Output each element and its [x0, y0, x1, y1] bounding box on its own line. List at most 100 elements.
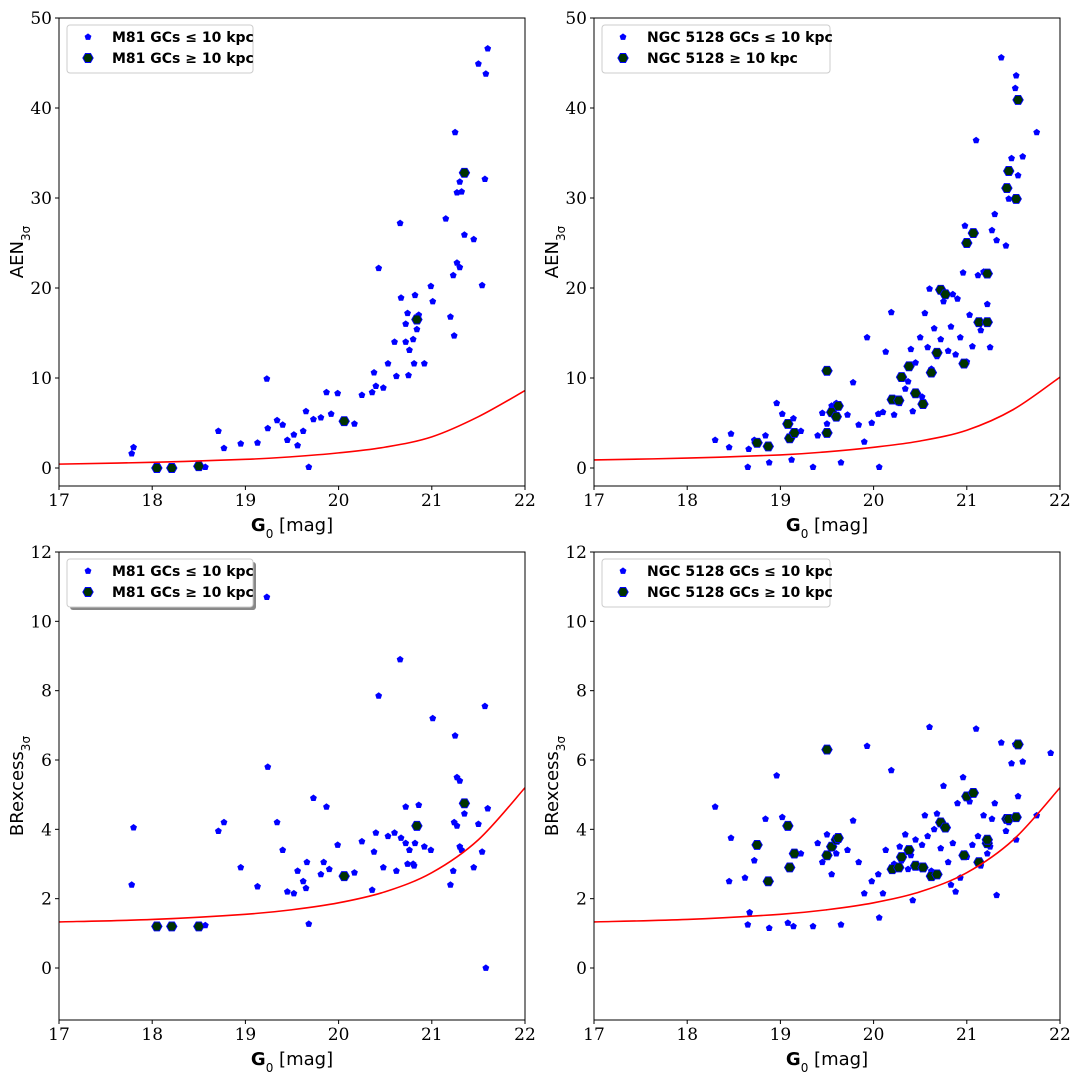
- pentagon-marker: [901, 385, 909, 392]
- pentagon-marker: [456, 263, 464, 271]
- pentagon-marker: [481, 175, 489, 183]
- pentagon-marker: [991, 210, 999, 218]
- x-tick-label: 18: [676, 491, 698, 511]
- y-axis-label: BRexcess3σ: [542, 736, 568, 837]
- pentagon-marker: [773, 399, 781, 407]
- legend-hexagon-marker: [82, 53, 94, 63]
- hexagon-marker: [821, 427, 833, 438]
- pentagon-marker: [868, 419, 876, 426]
- pentagon-marker: [1019, 153, 1027, 160]
- pentagon-marker: [484, 804, 492, 812]
- hexagon-marker: [931, 869, 943, 880]
- pentagon-marker: [128, 881, 136, 888]
- y-axis-label: AEN3σ: [7, 225, 33, 278]
- pentagon-marker: [397, 294, 405, 301]
- hexagon-marker: [784, 862, 796, 873]
- pentagon-marker: [837, 921, 845, 928]
- pentagon-marker: [370, 369, 378, 376]
- pentagon-marker: [402, 803, 410, 810]
- pentagon-marker: [325, 865, 333, 873]
- pentagon-marker: [372, 382, 380, 390]
- hexagon-marker: [1010, 812, 1022, 823]
- y-tick-label: 12: [30, 543, 52, 563]
- y-tick-label: 0: [576, 959, 587, 979]
- legend: M81 GCs ≤ 10 kpc M81 GCs ≥ 10 kpc: [66, 24, 254, 74]
- pentagon-marker: [926, 723, 933, 730]
- pentagon-marker: [762, 432, 769, 439]
- pentagon-marker: [130, 443, 137, 451]
- hexagon-marker: [961, 238, 973, 248]
- plot-area: [59, 45, 525, 473]
- series-1: [751, 739, 1024, 887]
- pentagon-marker: [351, 420, 358, 427]
- threshold-curve: [594, 376, 1060, 461]
- pentagon-marker: [1019, 758, 1027, 765]
- x-tick-label: 18: [676, 1025, 698, 1045]
- pentagon-marker: [944, 347, 952, 354]
- legend-label: M81 GCs ≤ 10 kpc: [112, 30, 254, 46]
- pentagon-marker: [790, 414, 797, 422]
- pentagon-marker: [855, 421, 863, 428]
- pentagon-marker: [765, 459, 773, 466]
- y-tick-label: 12: [565, 543, 587, 563]
- plot-area: [594, 723, 1060, 932]
- pentagon-marker: [396, 655, 404, 663]
- hexagon-marker: [1001, 183, 1013, 194]
- pentagon-marker: [327, 410, 335, 417]
- legend-label: NGC 5128 GCs ≥ 10 kpc: [647, 585, 833, 601]
- y-tick-label: 40: [565, 99, 587, 119]
- pentagon-marker: [263, 593, 271, 600]
- pentagon-marker: [420, 360, 428, 367]
- pentagon-marker: [456, 178, 464, 185]
- pentagon-marker: [993, 891, 1001, 899]
- x-axis-label: G0 [mag]: [786, 515, 868, 541]
- y-tick-label: 40: [30, 99, 52, 119]
- pentagon-marker: [855, 858, 863, 866]
- pentagon-marker: [402, 338, 410, 345]
- x-tick-label: 22: [1049, 491, 1071, 511]
- pentagon-marker: [746, 908, 754, 916]
- pentagon-marker: [930, 324, 938, 332]
- pentagon-marker: [351, 869, 358, 876]
- pentagon-marker: [937, 335, 945, 343]
- y-tick-label: 8: [41, 682, 52, 702]
- y-tick-label: 10: [30, 612, 52, 632]
- pentagon-marker: [1011, 84, 1019, 92]
- pentagon-marker: [294, 867, 302, 874]
- pentagon-marker: [264, 424, 272, 432]
- hexagon-marker: [909, 388, 922, 399]
- pentagon-marker: [977, 326, 985, 334]
- pentagon-marker: [429, 297, 437, 305]
- hexagon-marker: [1012, 739, 1024, 750]
- pentagon-marker: [334, 389, 342, 397]
- pentagon-marker: [901, 830, 909, 838]
- pentagon-marker: [375, 264, 383, 272]
- pentagon-marker: [725, 443, 733, 451]
- pentagon-marker: [334, 841, 342, 848]
- legend-label: M81 GCs ≥ 10 kpc: [112, 585, 254, 601]
- pentagon-marker: [940, 782, 947, 789]
- pentagon-marker: [402, 839, 410, 847]
- pentagon-marker: [263, 375, 271, 382]
- pentagon-marker: [404, 860, 411, 867]
- pentagon-marker: [449, 867, 457, 874]
- pentagon-marker: [890, 411, 898, 418]
- pentagon-marker: [1012, 72, 1020, 79]
- pentagon-marker: [220, 444, 228, 452]
- pentagon-marker: [128, 450, 136, 457]
- pentagon-marker: [474, 60, 482, 67]
- panel-3: 17 18 19 20 21 22 0 2 4 6 8 10 12 G0 [mag] BRexcess3σ M…: [7, 543, 536, 1075]
- hexagon-marker: [917, 399, 929, 410]
- pentagon-marker: [844, 411, 851, 418]
- pentagon-marker: [442, 215, 450, 222]
- pentagon-marker: [299, 877, 307, 885]
- hexagon-marker: [830, 411, 843, 422]
- pentagon-marker: [392, 372, 400, 380]
- pentagon-marker: [411, 839, 419, 847]
- pentagon-marker: [1014, 792, 1022, 800]
- x-axis-label: G0 [mag]: [251, 515, 333, 541]
- y-tick-label: 30: [30, 189, 52, 209]
- pentagon-marker: [844, 846, 851, 854]
- pentagon-marker: [727, 834, 735, 841]
- y-tick-label: 4: [41, 820, 52, 840]
